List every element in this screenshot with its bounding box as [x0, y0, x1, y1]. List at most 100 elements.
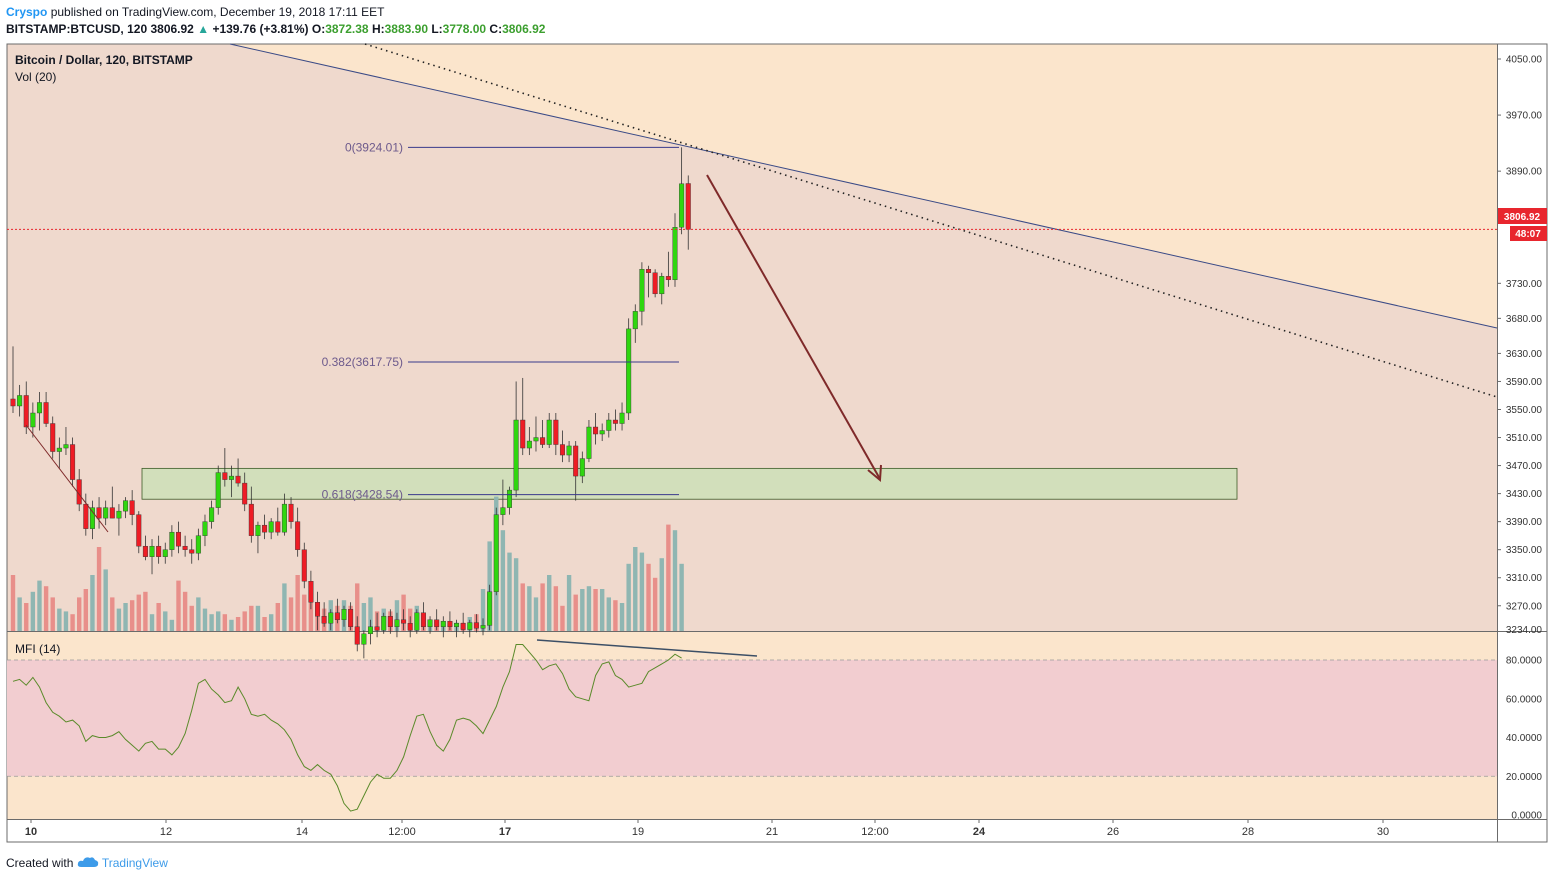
- volume-bar: [619, 603, 625, 631]
- volume-bar: [606, 597, 611, 631]
- volume-bar: [520, 583, 525, 631]
- volume-bar: [540, 583, 545, 631]
- price-tick-label: 3730.00: [1506, 279, 1543, 290]
- candle-body: [109, 507, 115, 519]
- volume-bar: [103, 569, 108, 631]
- candle-body: [262, 524, 268, 533]
- candle-body: [507, 489, 513, 508]
- price-tick-label: 3680.00: [1506, 314, 1543, 325]
- volume-bar: [533, 597, 539, 631]
- volume-bar: [57, 608, 62, 631]
- candle-body: [195, 535, 201, 554]
- candle-body: [23, 395, 29, 428]
- fib-level-label: 0.618(3428.54): [322, 488, 403, 502]
- candle-body: [116, 510, 122, 519]
- candle-body: [301, 549, 307, 582]
- volume-bar: [613, 600, 618, 631]
- time-tick-label: 17: [499, 826, 511, 838]
- last-price-tag: 3806.92: [1504, 212, 1541, 223]
- candle-body: [367, 626, 373, 635]
- candle-body: [407, 623, 413, 631]
- candle-body: [255, 524, 261, 536]
- high-value: 3883.90: [384, 22, 428, 36]
- volume-bar: [136, 594, 141, 631]
- volume-bar: [573, 594, 578, 631]
- price-tick-label: 3590.00: [1506, 377, 1543, 388]
- candle-body: [142, 545, 148, 557]
- candle-body: [156, 545, 162, 557]
- volume-bar: [626, 563, 631, 631]
- volume-bar: [235, 617, 241, 631]
- volume-bar: [63, 611, 69, 631]
- candle-body: [526, 440, 532, 449]
- author-link[interactable]: Cryspo: [6, 5, 48, 19]
- volume-bar: [10, 575, 16, 631]
- candle-body: [374, 626, 380, 631]
- projection-arrow: [706, 174, 881, 480]
- candle-body: [162, 549, 168, 557]
- candle-body: [10, 398, 16, 407]
- candle-body: [354, 626, 360, 645]
- volume-bar: [295, 575, 300, 631]
- volume-bar: [43, 586, 49, 631]
- volume-bar: [302, 594, 307, 631]
- volume-bar: [176, 580, 181, 631]
- fib-level-label: 0.382(3617.75): [322, 355, 403, 369]
- time-tick-label: 12:00: [861, 826, 889, 838]
- volume-bar: [633, 547, 638, 631]
- candle-body: [420, 612, 426, 627]
- candle-body: [619, 412, 625, 424]
- volume-bar: [216, 611, 221, 631]
- volume-bar: [282, 583, 287, 631]
- time-tick-label: 14: [296, 826, 308, 838]
- mfi-line: [12, 644, 682, 812]
- candle-body: [17, 395, 23, 407]
- mfi-tick-label: 60.0000: [1506, 694, 1543, 705]
- countdown-tag: 48:07: [1515, 229, 1541, 240]
- volume-bar: [308, 591, 314, 631]
- mfi-tick-label: 40.0000: [1506, 733, 1543, 744]
- candle-body: [149, 545, 155, 557]
- volume-bar: [566, 575, 572, 631]
- symbol-label: BITSTAMP:BTCUSD, 120: [6, 22, 148, 36]
- volume-bar: [229, 619, 234, 631]
- tradingview-brand-link[interactable]: TradingView: [101, 856, 168, 870]
- candle-body: [83, 503, 89, 529]
- support-zone: [141, 467, 1238, 500]
- mfi-legend: MFI (14): [15, 642, 60, 656]
- mfi-tick-label: 0.0000: [1511, 811, 1542, 822]
- candle-body: [434, 619, 440, 627]
- candle-body: [123, 500, 129, 512]
- chart-frame: [6, 43, 1548, 843]
- arrow-head-icon: [867, 464, 882, 483]
- candle-body: [659, 276, 665, 295]
- volume-bar: [646, 563, 651, 631]
- volume-bar: [361, 603, 367, 631]
- candle-body: [129, 500, 135, 515]
- price-tick-label: 3550.00: [1506, 405, 1543, 416]
- volume-bar: [149, 614, 155, 631]
- candle-body: [665, 276, 671, 281]
- candle-body: [440, 620, 446, 627]
- candle-body: [334, 612, 340, 620]
- created-with-text: Created with: [6, 856, 74, 870]
- volume-bar: [368, 597, 373, 631]
- volume-bar: [70, 614, 75, 631]
- last-price-tag-bg: [1498, 208, 1547, 224]
- footer: Created with TradingView: [6, 856, 168, 870]
- volume-bar: [255, 605, 261, 631]
- candle-body: [268, 521, 274, 533]
- descending-trendline: [229, 43, 1498, 329]
- candle-body: [381, 616, 387, 631]
- candle-body: [679, 183, 685, 228]
- candle-body: [500, 507, 506, 515]
- candle-body: [612, 419, 618, 424]
- volume-bar: [553, 586, 559, 631]
- price-tick-label: 3430.00: [1506, 489, 1543, 500]
- volume-bar: [507, 552, 512, 631]
- candle-body: [586, 426, 592, 459]
- price-tick-label: 3630.00: [1506, 349, 1543, 360]
- volume-bar: [182, 591, 188, 631]
- candle-body: [685, 183, 691, 230]
